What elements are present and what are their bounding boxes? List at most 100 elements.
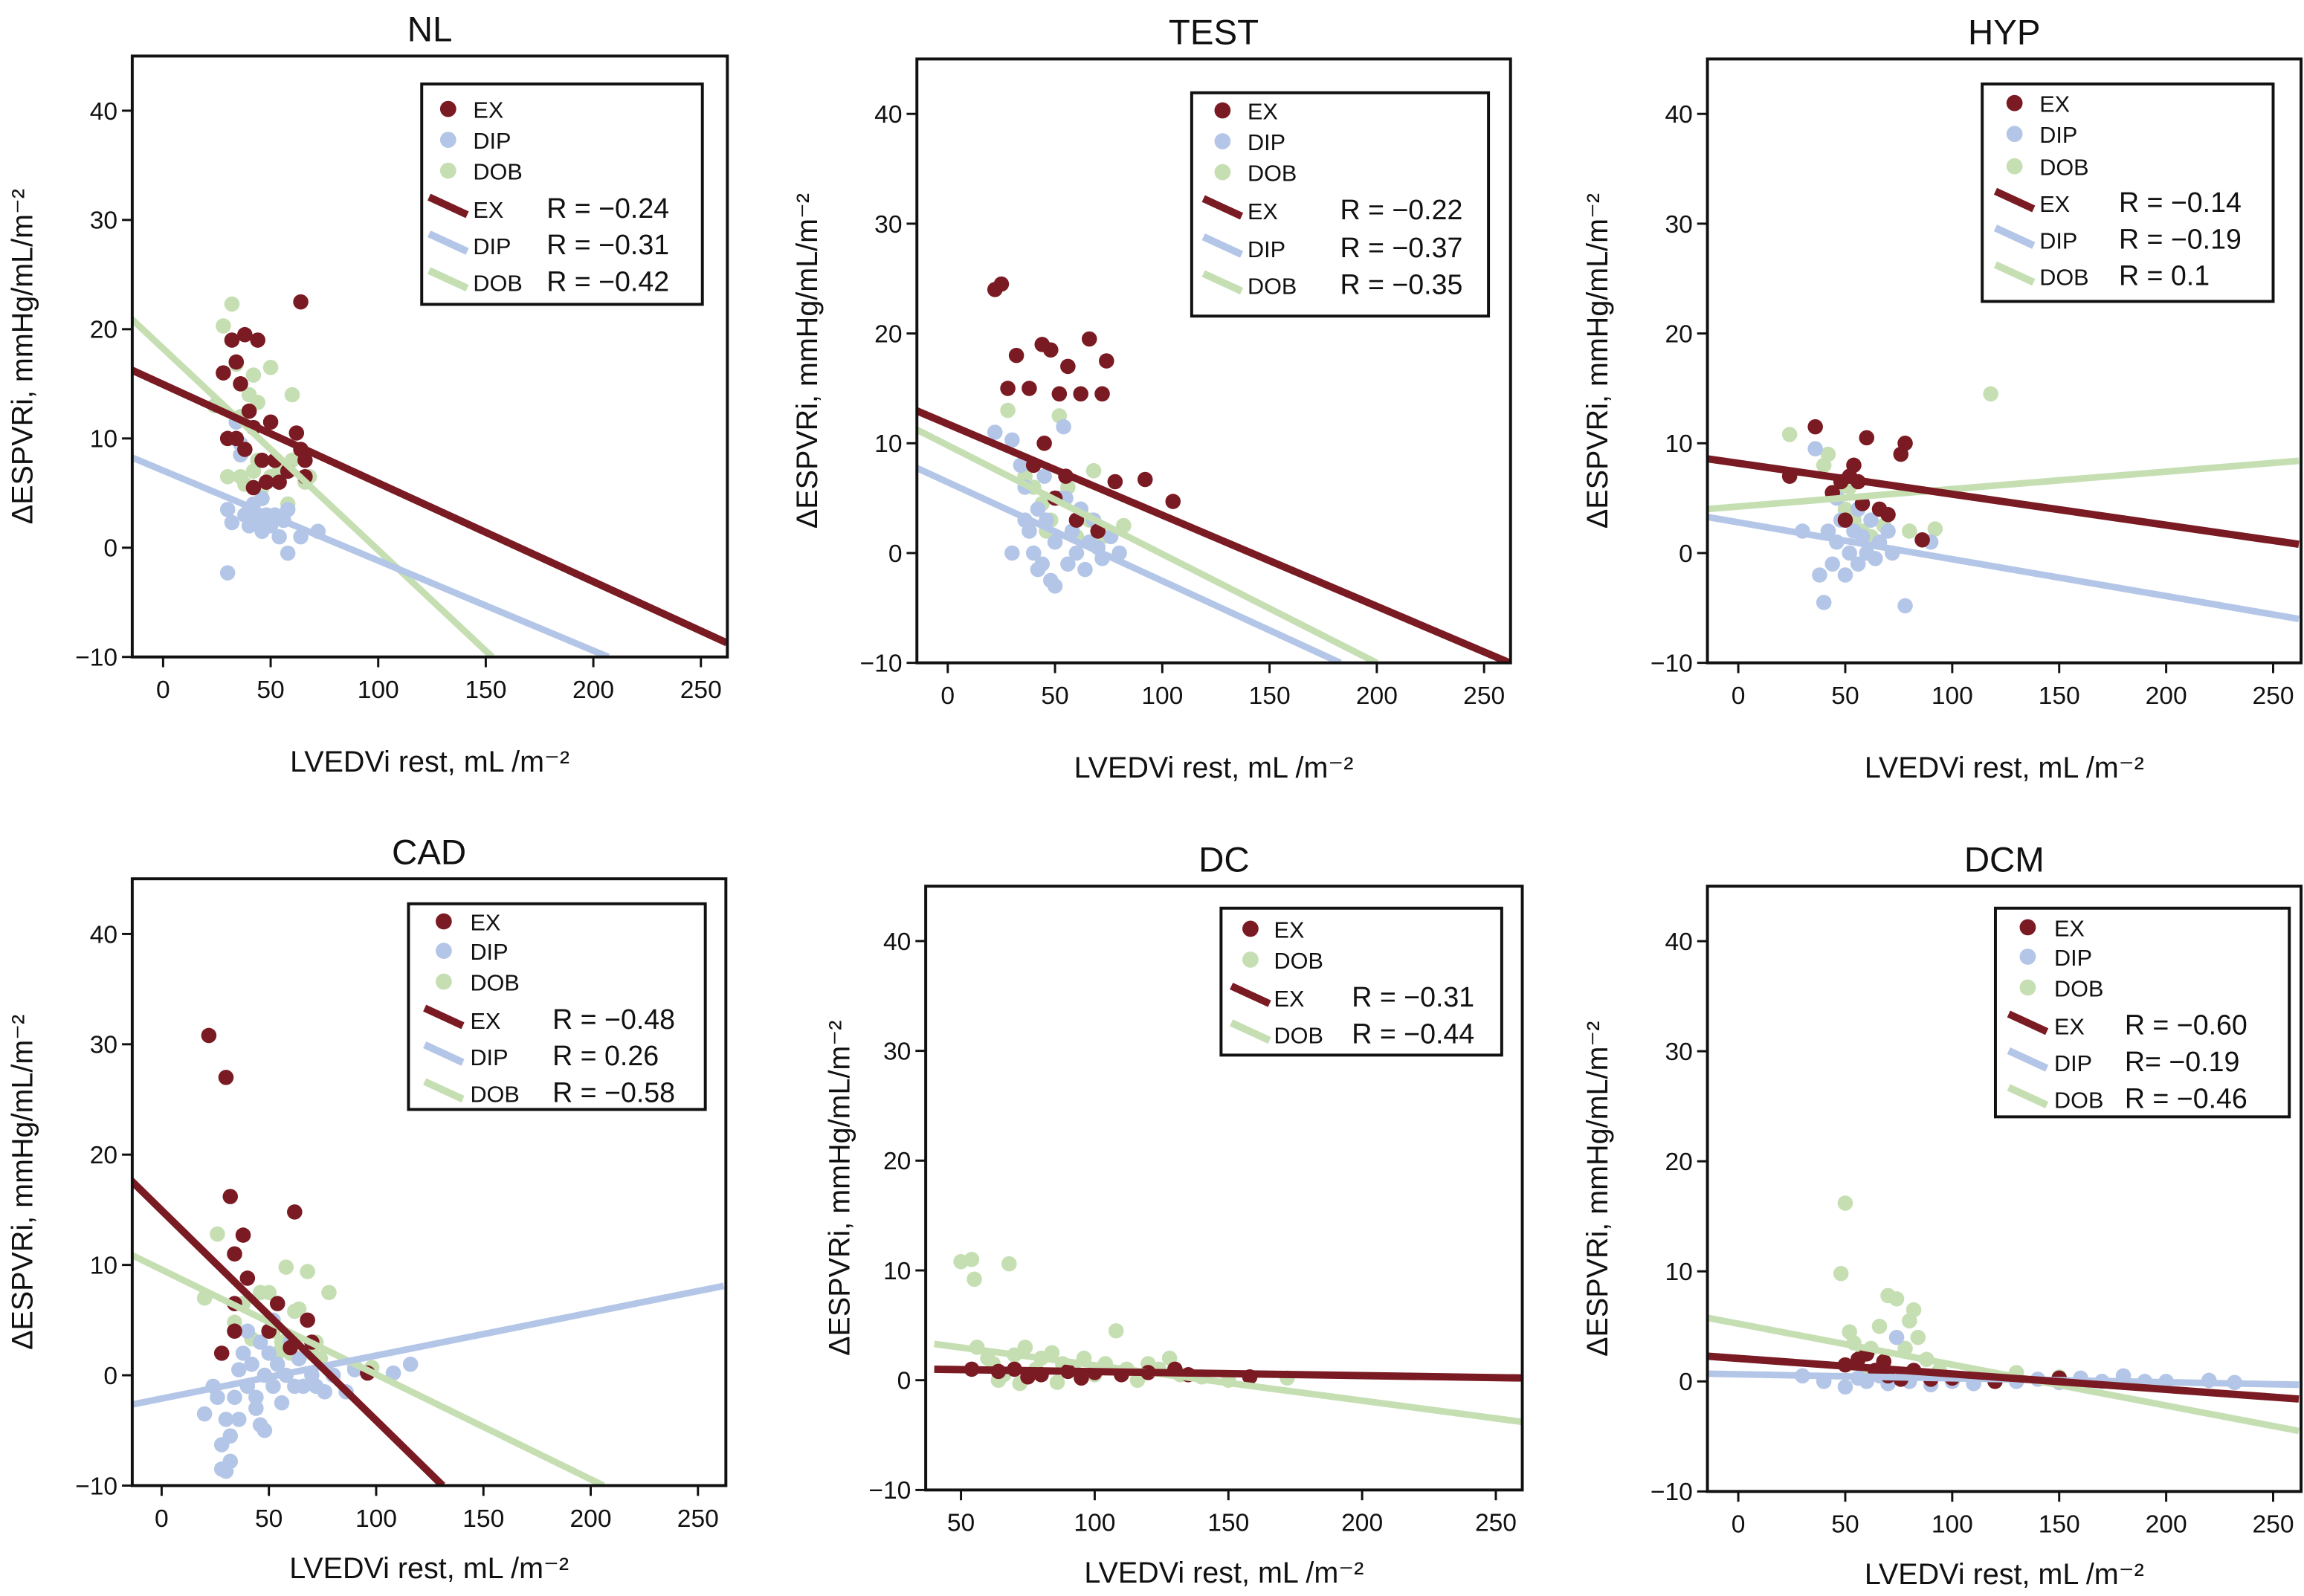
legend-line-label: DOB [473,271,522,297]
data-point-ex [1081,331,1097,347]
data-point-dip [1077,561,1093,578]
x-tick-label: 250 [1475,1510,1517,1537]
correlation-label: R = 0.26 [552,1040,659,1071]
correlation-label: R = −0.37 [1340,232,1462,263]
legend-line-label: DIP [2054,1051,2092,1076]
data-point-dip [291,1351,307,1367]
y-axis-label: ΔESPVRi, mmHg/mL/m⁻² [823,1021,856,1356]
legend-marker-dob [1214,164,1231,181]
data-point-dip [1036,468,1052,484]
data-point-dip [256,1422,273,1438]
y-axis-label: ΔESPVRi, mmHg/mL/m⁻² [6,1015,39,1350]
plot-frame [1706,885,2303,1493]
x-tick-label: 200 [569,1505,611,1533]
y-tick-label: 0 [897,1368,911,1395]
legend-line-label: DOB [2054,1088,2103,1114]
y-tick-label: 30 [874,211,902,239]
legend-line-label: EX [473,198,503,223]
x-axis-label: LVEDVi rest, mL /m⁻² [1074,752,1354,784]
data-point-dip [295,1378,312,1395]
data-point-ex [1859,430,1875,446]
x-tick-label: 100 [1074,1510,1115,1537]
x-tick-label: 50 [1831,682,1859,710]
fit-line-dob [934,1340,1523,1426]
correlation-label: R = 0.1 [2119,260,2210,291]
data-point-dip [196,1406,213,1422]
y-tick-label: −10 [868,1477,911,1505]
y-tick-label: −10 [75,644,117,672]
data-point-ex [1000,381,1016,396]
x-tick-label: 100 [355,1505,397,1533]
data-point-ex [239,1270,256,1286]
legend-line-label: DOB [1248,274,1297,300]
data-point-dob [1910,1329,1926,1345]
data-point-ex [293,294,309,310]
panel-dc: DC 50 100 150 200 250 −10 0 10 20 30 40 LVEDVi rest,… [823,840,1524,1589]
data-point-dob [1837,1195,1853,1211]
y-tick-label: 40 [1665,928,1692,956]
legend-box [1190,91,1491,318]
data-point-dob [964,1251,980,1267]
panel-title: TEST [1169,13,1259,53]
data-point-dip [1047,578,1063,594]
y-tick-label: −10 [860,650,903,678]
data-point-dip [222,1453,239,1470]
y-tick-label: 30 [883,1038,911,1065]
data-point-ex [1846,457,1862,474]
data-point-dob [1129,1372,1146,1388]
legend-marker-dob [1242,952,1259,968]
data-point-dip [218,1412,234,1427]
y-tick-label: 0 [1679,540,1693,568]
y-axis-label: ΔESPVRi, mmHg/mL/m⁻² [1581,1021,1614,1357]
data-point-dip [280,502,296,517]
x-tick-label: 250 [2252,1511,2294,1539]
data-point-ex [297,452,313,468]
data-point-dob [1833,1265,1849,1282]
data-point-dob [291,1301,307,1317]
data-point-ex [228,430,245,447]
data-point-ex [1094,386,1110,402]
fit-line-ex [132,1176,445,1486]
data-point-ex [222,1189,239,1204]
panel-title: DC [1198,840,1250,879]
x-tick-label: 150 [2039,1511,2080,1539]
data-point-dob [1927,521,1943,537]
y-tick-label: 40 [1665,101,1692,129]
fit-line-ex [917,407,1511,663]
data-point-dob [1888,1290,1905,1307]
data-point-dob [261,1285,277,1301]
data-point-ex [213,1345,230,1361]
data-point-dip [235,1345,251,1361]
data-point-dob [1871,1319,1888,1334]
legend-box [1219,906,1503,1057]
fit-line-dip [917,464,1342,663]
x-tick-label: 150 [1249,682,1291,710]
legend-label: DOB [470,970,519,995]
y-tick-label: 10 [1665,1259,1692,1286]
legend: EX EX R = −0.22 DIP DIP R = −0.37 DOB DOB R = −0… [1190,91,1491,318]
legend-line-label: DIP [1248,237,1285,262]
data-point-dip [1013,457,1029,474]
data-point-dip [274,1395,290,1411]
data-point-ex [258,474,274,490]
data-point-dob [224,296,240,312]
y-tick-label: 20 [90,317,117,344]
data-point-dip [248,1389,264,1406]
x-tick-label: 250 [2252,682,2294,710]
legend-label: DOB [1274,949,1323,974]
x-tick-label: 100 [358,676,399,704]
data-point-ex [1807,419,1823,435]
data-point-ex [1837,512,1853,528]
correlation-label: R = −0.60 [2125,1009,2247,1041]
data-point-dob [219,468,236,485]
data-point-ex [269,1296,285,1311]
legend-line-ex [423,1004,465,1030]
data-point-dob [1902,523,1917,539]
panel-title: DCM [1964,840,2045,879]
y-tick-label: −10 [75,1473,117,1500]
data-point-dip [1060,556,1076,572]
legend-line-dip [1201,233,1244,258]
correlation-label: R = −0.58 [552,1077,675,1108]
data-point-ex [1897,436,1913,451]
